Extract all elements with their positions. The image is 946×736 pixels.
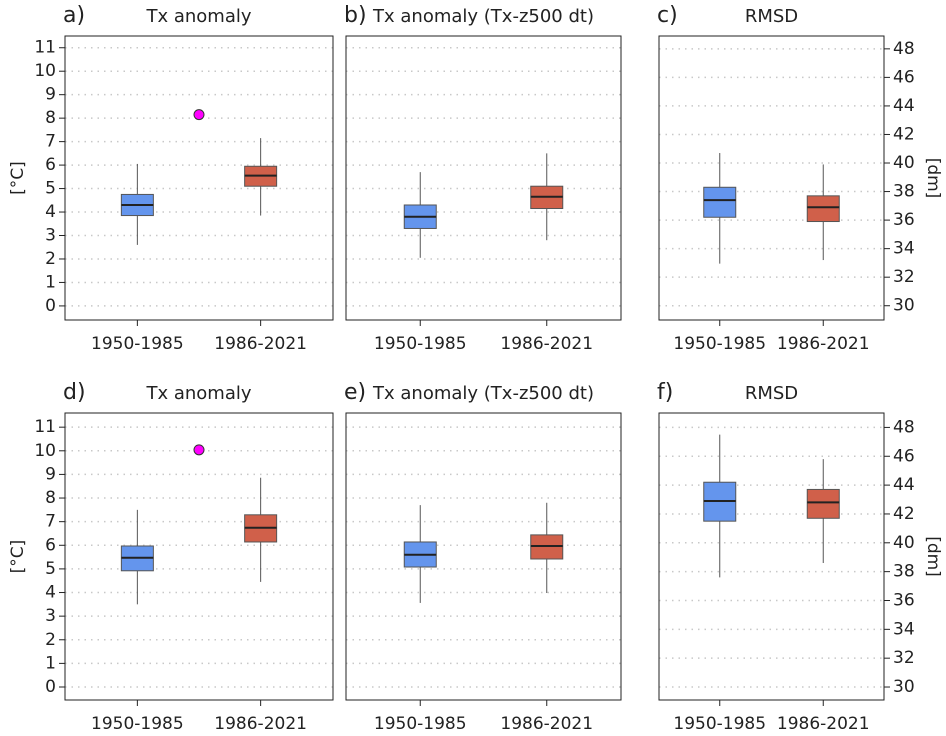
y-tick-label: 44 [893, 475, 915, 495]
panel-label: d) [63, 380, 86, 405]
y-tick-label: 38 [893, 562, 915, 582]
panel-label: f) [657, 380, 673, 405]
y-tick-label: 10 [34, 61, 56, 81]
x-tick-label: 1986-2021 [500, 714, 593, 734]
x-tick-label: 1986-2021 [214, 334, 307, 354]
y-axis-label: [°C] [8, 161, 28, 195]
y-tick-label: 42 [893, 124, 915, 144]
observed-marker [193, 444, 205, 456]
y-tick-label: 46 [893, 67, 915, 87]
y-tick-label: 4 [45, 583, 56, 603]
y-tick-label: 2 [45, 630, 56, 650]
y-tick-label: 30 [893, 677, 915, 697]
x-tick-label: 1986-2021 [500, 334, 593, 354]
y-tick-label: 38 [893, 182, 915, 202]
y-axis-label: [dm] [923, 158, 943, 199]
y-axis-label: [dm] [923, 536, 943, 577]
y-tick-label: 4 [45, 202, 56, 222]
panel-title: Tx anomaly (Tx-z500 dt) [372, 383, 594, 404]
plot-frame [64, 412, 334, 701]
panel-title: Tx anomaly [145, 383, 251, 404]
x-tick-label: 1986-2021 [777, 714, 870, 734]
y-tick-label: 9 [45, 464, 56, 484]
y-tick-label: 40 [893, 533, 915, 553]
y-tick-label: 48 [893, 39, 915, 59]
y-tick-label: 5 [45, 179, 56, 199]
plot-frame [658, 35, 885, 321]
y-tick-label: 36 [893, 590, 915, 610]
x-tick-label: 1950-1985 [374, 334, 467, 354]
y-tick-label: 9 [45, 85, 56, 105]
plot-frame [345, 35, 622, 321]
y-tick-label: 32 [893, 648, 915, 668]
y-tick-label: 10 [34, 441, 56, 461]
panel-title: Tx anomaly (Tx-z500 dt) [372, 6, 594, 27]
box [806, 488, 840, 519]
y-tick-label: 30 [893, 296, 915, 316]
y-tick-label: 8 [45, 488, 56, 508]
y-tick-label: 32 [893, 267, 915, 287]
plot-frame [64, 35, 334, 321]
box [806, 195, 840, 223]
y-tick-label: 1 [45, 653, 56, 673]
panel-label: b) [344, 3, 367, 28]
x-tick-label: 1950-1985 [374, 714, 467, 734]
y-tick-label: 36 [893, 210, 915, 230]
panel-title: RMSD [745, 6, 798, 27]
x-tick-label: 1950-1985 [673, 714, 766, 734]
y-tick-label: 48 [893, 417, 915, 437]
y-tick-label: 7 [45, 512, 56, 532]
x-tick-label: 1986-2021 [214, 714, 307, 734]
panel-title: RMSD [745, 383, 798, 404]
y-tick-label: 6 [45, 535, 56, 555]
y-tick-label: 46 [893, 446, 915, 466]
x-tick-label: 1986-2021 [777, 334, 870, 354]
y-tick-label: 44 [893, 96, 915, 116]
box [703, 186, 737, 218]
y-tick-label: 3 [45, 226, 56, 246]
x-tick-label: 1950-1985 [91, 714, 184, 734]
panel-label: e) [344, 380, 366, 405]
y-tick-label: 3 [45, 606, 56, 626]
y-tick-label: 1 [45, 272, 56, 292]
y-tick-label: 11 [34, 38, 56, 58]
y-tick-label: 2 [45, 249, 56, 269]
y-tick-label: 0 [45, 296, 56, 316]
observed-marker [193, 109, 205, 121]
y-tick-label: 7 [45, 132, 56, 152]
plot-frame [345, 412, 622, 701]
y-tick-label: 5 [45, 559, 56, 579]
y-tick-label: 34 [893, 619, 915, 639]
y-axis-label: [°C] [8, 540, 28, 574]
y-tick-label: 40 [893, 153, 915, 173]
y-tick-label: 34 [893, 239, 915, 259]
y-tick-label: 11 [34, 417, 56, 437]
panel-label: c) [657, 3, 678, 28]
y-tick-label: 42 [893, 504, 915, 524]
x-tick-label: 1950-1985 [673, 334, 766, 354]
y-tick-label: 0 [45, 677, 56, 697]
panel-label: a) [63, 3, 85, 28]
y-tick-label: 6 [45, 155, 56, 175]
plot-frame [658, 412, 885, 701]
panel-title: Tx anomaly [145, 6, 251, 27]
x-tick-label: 1950-1985 [91, 334, 184, 354]
y-tick-label: 8 [45, 108, 56, 128]
